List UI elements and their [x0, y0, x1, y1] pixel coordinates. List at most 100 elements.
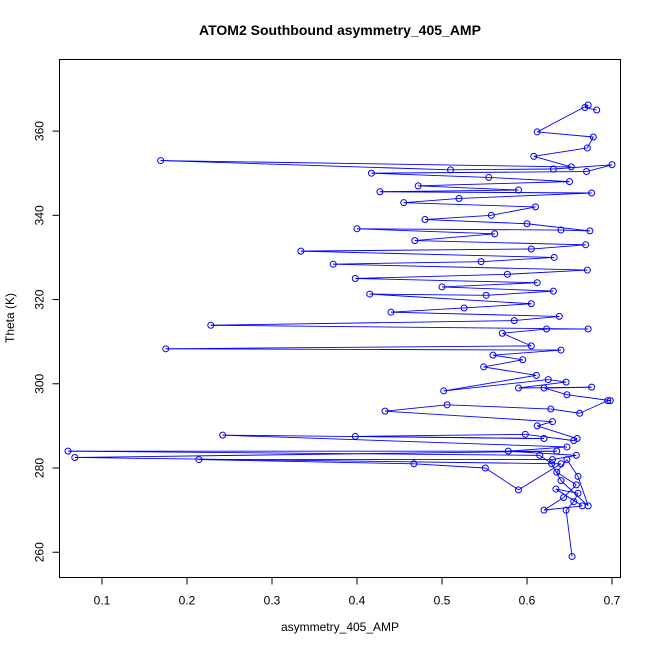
series-segment	[579, 400, 608, 414]
series-segment	[300, 248, 532, 252]
series-segment	[413, 463, 486, 469]
data-point	[438, 283, 446, 291]
data-point	[414, 182, 422, 190]
series-segment	[488, 176, 570, 183]
data-point	[498, 329, 506, 337]
data-point	[589, 133, 597, 141]
series-segment	[550, 408, 580, 414]
data-point	[482, 291, 490, 299]
data-point	[552, 485, 560, 493]
series-segment	[160, 160, 451, 171]
series-segment	[555, 488, 583, 507]
series-segment	[518, 463, 562, 491]
series-segment	[210, 320, 515, 326]
series-segment	[526, 223, 590, 232]
data-point	[536, 451, 544, 459]
series-segment	[566, 394, 611, 402]
series-segment	[356, 228, 562, 231]
series-segment	[424, 219, 528, 225]
data-point	[421, 216, 429, 224]
series-segment	[390, 311, 560, 317]
x-axis-label: asymmetry_405_AMP	[281, 620, 399, 634]
series-segment	[492, 354, 523, 361]
data-point	[555, 312, 563, 320]
data-point	[533, 279, 541, 287]
series-segment	[67, 450, 540, 456]
series-segment	[403, 198, 460, 204]
data-point	[553, 447, 561, 455]
data-point	[455, 194, 463, 202]
y-tick-label: 260	[33, 542, 47, 562]
x-tick-label: 0.2	[179, 594, 196, 608]
series-segment	[371, 171, 587, 174]
data-point	[195, 456, 203, 464]
series-segment	[537, 425, 578, 439]
data-point	[351, 274, 359, 282]
x-tick-label: 0.5	[434, 594, 451, 608]
series-layer	[64, 101, 616, 560]
series-segment	[458, 192, 592, 199]
x-tick-label: 0.1	[94, 594, 111, 608]
data-point	[480, 363, 488, 371]
x-tick-label: 0.7	[604, 594, 621, 608]
series-segment	[165, 345, 532, 350]
series-segment	[443, 379, 549, 392]
series-segment	[379, 191, 592, 194]
data-point	[366, 290, 374, 298]
series-segment	[450, 168, 554, 171]
data-point	[572, 451, 580, 459]
chart-title: ATOM2 Southbound asymmetry_405_AMP	[199, 22, 481, 38]
data-point	[530, 152, 538, 160]
series-segment	[418, 181, 570, 187]
data-point	[440, 387, 448, 395]
series-segment	[577, 476, 589, 507]
data-point	[515, 486, 522, 494]
data-point	[540, 384, 548, 392]
series-segment	[536, 104, 589, 133]
y-axis-label: Theta (K)	[3, 293, 17, 343]
series-segment	[518, 386, 592, 389]
series-segment	[333, 261, 482, 265]
series-segment	[491, 206, 536, 216]
data-point	[515, 186, 522, 194]
series-segment	[502, 328, 547, 334]
series-segment	[565, 510, 573, 557]
series-segment	[369, 293, 487, 296]
data-point	[460, 304, 468, 312]
series-segment	[556, 471, 577, 486]
data-point	[549, 418, 556, 426]
data-point	[548, 460, 556, 468]
series-segment	[379, 189, 519, 193]
data-point	[519, 356, 527, 364]
data-point	[582, 241, 590, 249]
data-point	[583, 266, 591, 274]
data-point	[207, 321, 215, 329]
data-point	[574, 472, 582, 480]
data-point	[588, 383, 596, 391]
data-point	[527, 342, 535, 350]
data-point	[400, 199, 408, 207]
data-point	[588, 189, 596, 197]
series-segment	[441, 282, 538, 288]
data-point	[527, 245, 535, 253]
data-point	[549, 456, 556, 464]
data-point	[581, 104, 589, 112]
data-point	[447, 166, 454, 174]
series-segment	[531, 244, 586, 250]
data-point	[64, 447, 72, 455]
series-segment	[485, 467, 519, 491]
y-tick-label: 360	[33, 121, 47, 141]
data-point	[532, 203, 539, 211]
data-point	[410, 460, 418, 468]
data-point	[557, 226, 565, 234]
data-point	[584, 502, 592, 510]
data-point	[576, 409, 584, 417]
series-segment	[385, 410, 553, 423]
series-segment	[300, 250, 555, 258]
data-point	[481, 464, 489, 472]
data-point	[606, 397, 614, 405]
x-tick-label: 0.4	[349, 594, 366, 608]
data-point	[563, 391, 571, 399]
series-segment	[414, 240, 586, 246]
